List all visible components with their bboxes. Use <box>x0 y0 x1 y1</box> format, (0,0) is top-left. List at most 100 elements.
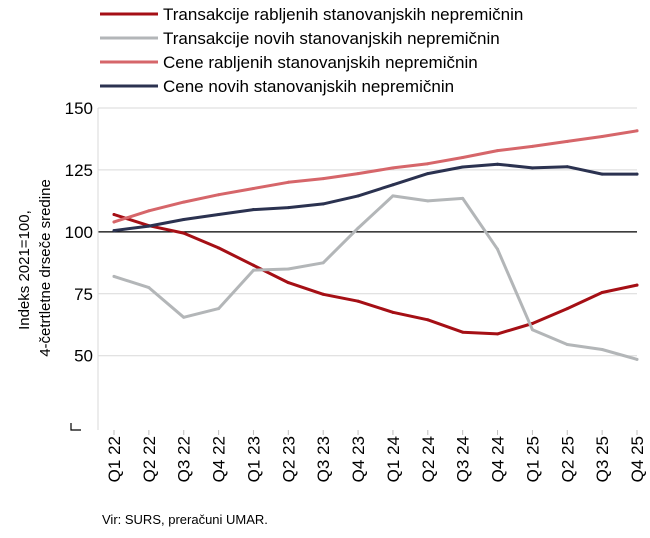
y-tick-label-125: 125 <box>65 161 93 180</box>
legend-label-4: Cene novih stanovanjskih nepremičnin <box>163 77 454 96</box>
legend-label-2: Transakcije novih stanovanjskih nepremič… <box>163 29 500 48</box>
data-point-series-1 <box>635 283 639 287</box>
data-point-series-1 <box>321 292 325 296</box>
data-point-series-2 <box>182 315 186 319</box>
data-point-series-1 <box>112 213 116 217</box>
data-point-series-1 <box>182 231 186 235</box>
data-point-series-3 <box>391 166 395 170</box>
data-point-series-1 <box>251 263 255 267</box>
source-note: Vir: SURS, preračuni UMAR. <box>102 512 268 527</box>
x-tick-label: Q4 25 <box>628 436 647 482</box>
x-tick-label: Q4 22 <box>210 436 229 482</box>
data-point-series-4 <box>600 172 604 176</box>
data-point-series-1 <box>600 291 604 295</box>
y-axis-label: Indeks 2021=100, 4-četrtletne drseče sre… <box>16 179 54 357</box>
data-point-series-4 <box>147 224 151 228</box>
x-tick-label: Q3 24 <box>454 436 473 482</box>
x-tick-label: Q1 23 <box>244 436 263 482</box>
data-point-series-4 <box>217 213 221 217</box>
data-point-series-4 <box>251 208 255 212</box>
data-point-series-2 <box>635 357 639 361</box>
series-line-2 <box>112 194 639 361</box>
data-point-series-4 <box>182 217 186 221</box>
data-point-series-3 <box>251 187 255 190</box>
y-axis-label-line-2: 4-četrtletne drseče sredine <box>37 179 54 357</box>
data-point-series-4 <box>530 166 534 170</box>
data-point-series-2 <box>391 194 395 198</box>
x-tick-label: Q2 23 <box>279 436 298 482</box>
axes <box>70 108 638 435</box>
x-tick-label: Q3 23 <box>314 436 333 482</box>
data-point-series-3 <box>321 177 325 181</box>
data-point-series-4 <box>286 206 290 210</box>
data-point-series-4 <box>321 202 325 206</box>
data-point-series-2 <box>530 328 534 332</box>
x-tick-label: Q1 25 <box>523 436 542 482</box>
data-point-series-3 <box>635 129 639 133</box>
data-point-series-1 <box>286 281 290 285</box>
legend-label-1: Transakcije rabljenih stanovanjskih nepr… <box>163 5 523 24</box>
data-point-series-4 <box>635 172 639 176</box>
data-point-series-3 <box>461 156 465 160</box>
data-point-series-1 <box>461 330 465 334</box>
y-tick-label-75: 75 <box>74 285 93 304</box>
data-point-series-3 <box>356 172 360 176</box>
data-point-series-2 <box>565 343 569 347</box>
data-point-series-1 <box>496 332 500 336</box>
data-point-series-3 <box>600 134 604 138</box>
x-tick-label: Q1 22 <box>105 436 124 482</box>
data-point-series-3 <box>217 193 221 197</box>
data-point-series-3 <box>530 144 534 148</box>
x-tick-label: Q4 24 <box>489 436 508 482</box>
x-tick-label: Q3 25 <box>593 436 612 482</box>
data-point-series-2 <box>321 261 325 265</box>
data-point-series-4 <box>496 162 500 166</box>
data-point-series-4 <box>112 229 116 233</box>
legend: Transakcije rabljenih stanovanjskih nepr… <box>100 5 523 96</box>
series-line-3 <box>112 129 639 224</box>
y-axis-label-line-1: Indeks 2021=100, <box>16 210 33 330</box>
data-point-series-2 <box>356 226 360 230</box>
data-point-series-4 <box>565 165 569 169</box>
data-point-series-2 <box>112 274 116 278</box>
x-tick-label: Q1 24 <box>384 436 403 482</box>
data-point-series-1 <box>426 318 430 322</box>
data-point-series-3 <box>426 162 430 166</box>
data-point-series-2 <box>496 247 500 251</box>
data-point-series-3 <box>112 220 116 224</box>
x-tick-label: Q2 24 <box>419 436 438 482</box>
data-point-series-1 <box>356 299 360 303</box>
data-point-series-3 <box>496 149 500 153</box>
data-point-series-3 <box>565 139 569 143</box>
data-point-series-3 <box>182 200 186 204</box>
series-line-4 <box>112 162 639 233</box>
y-tick-label-100: 100 <box>65 223 93 242</box>
data-point-series-4 <box>356 194 360 198</box>
x-tick-label: Q2 25 <box>558 436 577 482</box>
data-point-series-2 <box>426 199 430 203</box>
data-point-series-2 <box>147 286 151 290</box>
data-point-series-1 <box>217 246 221 250</box>
y-tick-label-50: 50 <box>74 347 93 366</box>
x-tick-label: Q2 22 <box>140 436 159 482</box>
legend-label-3: Cene rabljenih stanovanjskih nepremičnin <box>163 53 478 72</box>
y-tick-label-150: 150 <box>65 99 93 118</box>
data-point-series-2 <box>217 307 221 311</box>
data-point-series-2 <box>461 196 465 200</box>
data-point-series-2 <box>600 348 604 351</box>
data-point-series-4 <box>426 172 430 176</box>
x-tick-label: Q3 22 <box>175 436 194 482</box>
data-point-series-4 <box>461 165 465 169</box>
data-point-series-2 <box>251 268 255 272</box>
data-point-series-3 <box>147 209 151 213</box>
x-tick-label: Q4 23 <box>349 436 368 482</box>
data-point-series-4 <box>391 183 395 187</box>
series-line-1 <box>112 213 639 336</box>
data-point-series-1 <box>391 310 395 314</box>
tick-labels: 50 75 100 125 150 Q1 22 Q2 22 Q3 22 Q4 22 Q1 23 Q2… <box>65 99 647 482</box>
data-point-series-2 <box>286 267 290 271</box>
data-point-series-3 <box>286 180 290 184</box>
data-point-series-1 <box>565 307 569 311</box>
